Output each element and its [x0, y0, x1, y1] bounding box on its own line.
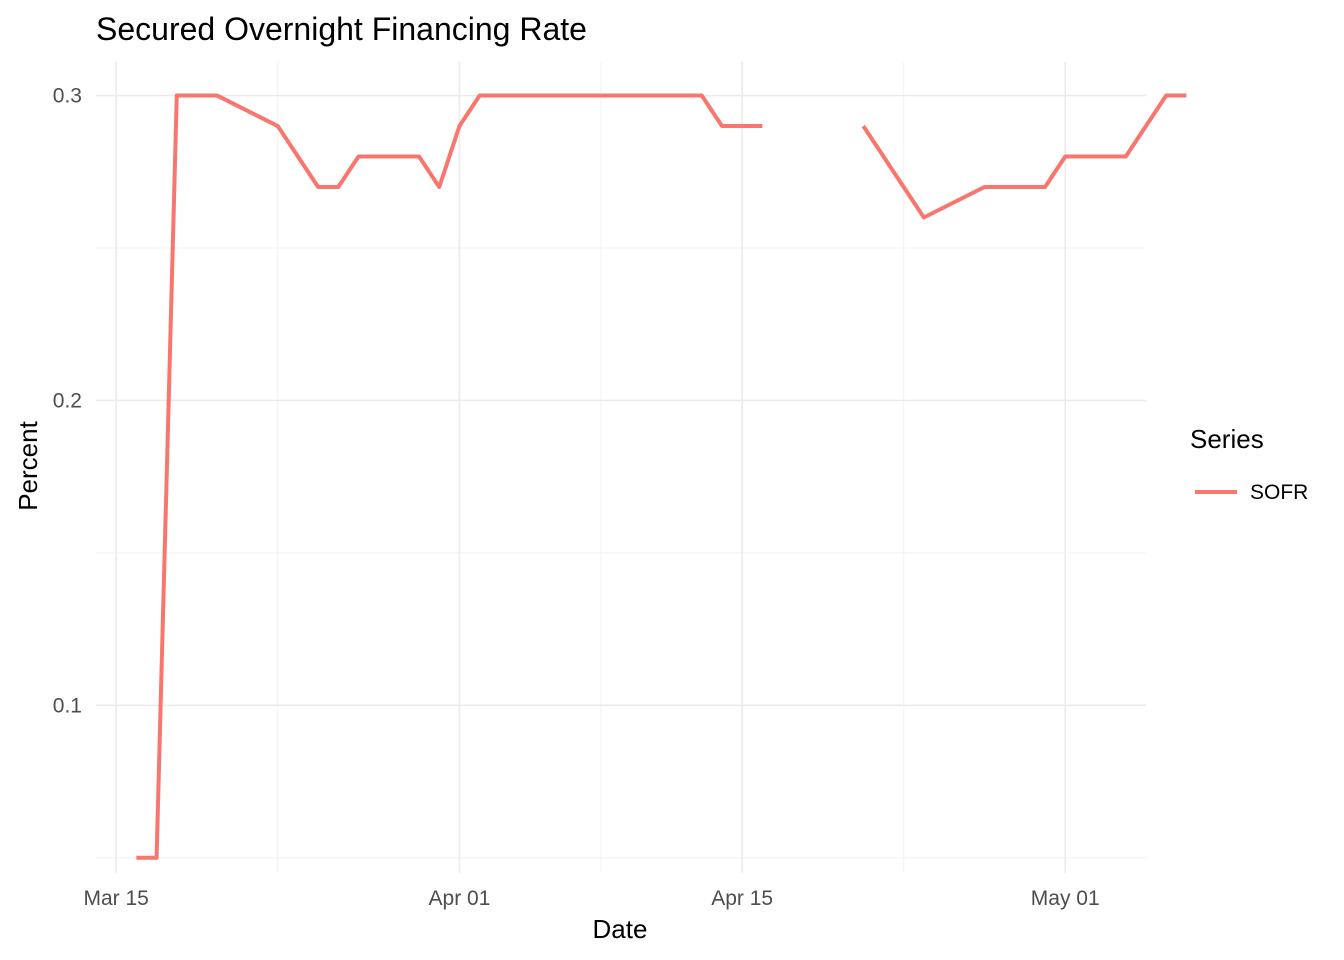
series-line-sofr: [136, 93, 763, 860]
x-axis-tick-labels: Mar 15 Apr 01 Apr 15 May 01: [84, 887, 1100, 910]
y-tick-label: 0.2: [53, 389, 82, 412]
minor-gridlines: [96, 62, 1146, 873]
series-lines: [136, 93, 1187, 860]
y-tick-label: 0.3: [53, 85, 82, 108]
series-line-sofr: [861, 93, 1187, 220]
legend: Series SOFR: [1190, 424, 1308, 504]
x-tick-label: Apr 15: [711, 887, 773, 910]
chart-title: Secured Overnight Financing Rate: [96, 11, 587, 47]
y-axis-title: Percent: [13, 420, 43, 510]
x-tick-label: Mar 15: [84, 887, 149, 910]
x-tick-label: May 01: [1031, 887, 1100, 910]
x-axis-title: Date: [593, 914, 648, 944]
y-tick-label: 0.1: [53, 694, 82, 717]
legend-entries: SOFR: [1195, 481, 1308, 504]
y-axis-tick-labels: 0.1 0.2 0.3: [53, 85, 82, 718]
legend-label-sofr: SOFR: [1250, 481, 1308, 504]
legend-title: Series: [1190, 424, 1264, 454]
x-tick-label: Apr 01: [429, 887, 491, 910]
plot-panel: [96, 62, 1187, 873]
